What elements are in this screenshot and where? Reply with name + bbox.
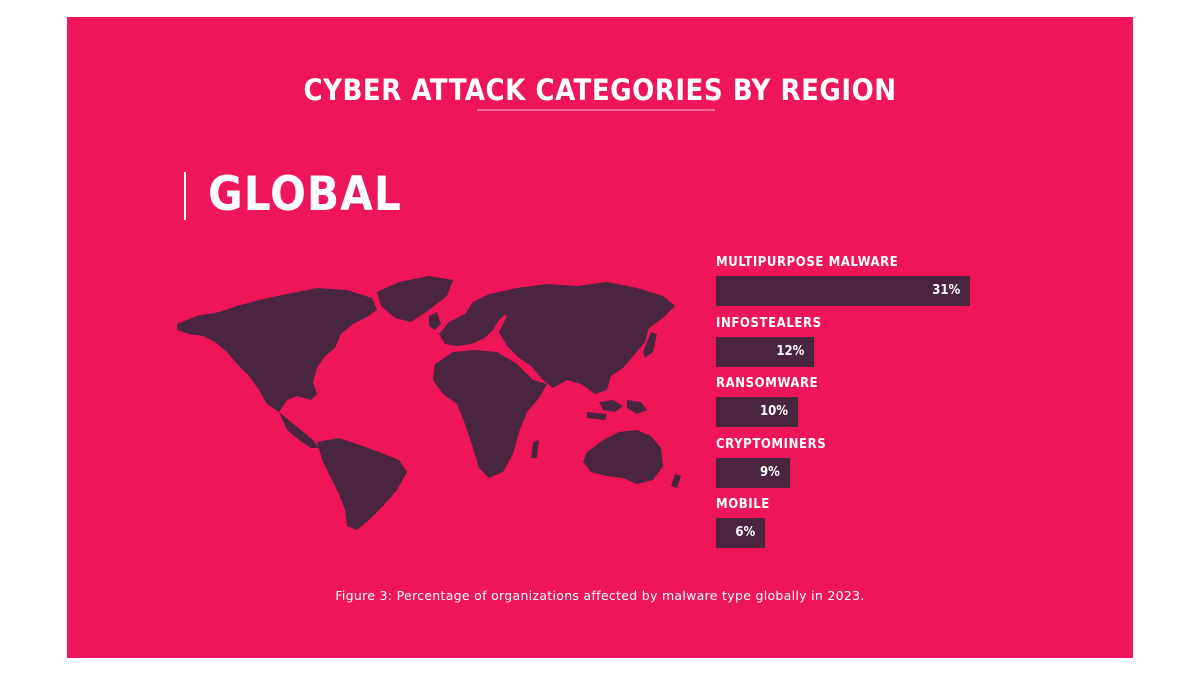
bar-value-label: 9% <box>759 464 780 480</box>
bar: 31% <box>716 276 971 306</box>
region-accent-bar <box>184 172 186 220</box>
bar-value-label: 10% <box>760 404 788 419</box>
bar-value-label: 31% <box>932 283 961 298</box>
category-label: INFOSTEALERS <box>716 315 822 331</box>
bar: 9% <box>716 457 790 488</box>
category-label: MOBILE <box>716 497 770 512</box>
category-label: MULTIPURPOSE MALWARE <box>716 255 899 270</box>
bar: 6% <box>716 518 766 548</box>
bar-value-label: 12% <box>776 343 805 359</box>
title-underline <box>477 109 715 111</box>
chart-title: CYBER ATTACK CATEGORIES BY REGION <box>303 73 897 107</box>
category-label: CRYPTOMINERS <box>716 436 827 452</box>
bar-value-label: 6% <box>735 525 756 540</box>
category-label: RANSOMWARE <box>716 376 819 391</box>
bar: 12% <box>716 336 815 367</box>
world-map-icon <box>177 276 681 530</box>
infographic-panel: CYBER ATTACK CATEGORIES BY REGION GLOBAL <box>67 17 1133 658</box>
figure-caption: Figure 3: Percentage of organizations af… <box>335 588 865 603</box>
bar: 10% <box>716 397 798 427</box>
region-heading: GLOBAL <box>208 167 402 222</box>
